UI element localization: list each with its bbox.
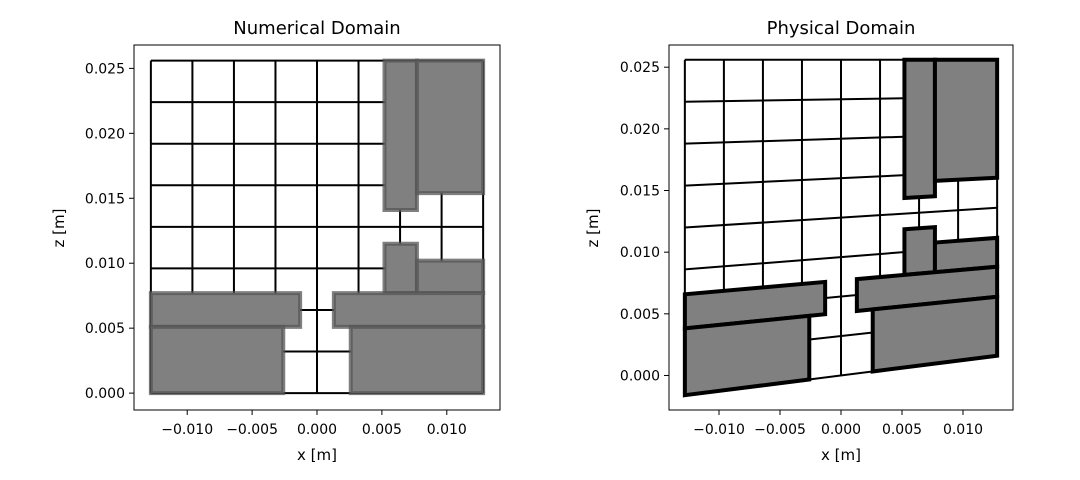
physical-domain-title: Physical Domain <box>767 18 916 39</box>
numerical-domain-frame <box>133 44 501 411</box>
physical-shaded-region <box>902 57 937 201</box>
numerical-y-tick-label: 0.005 <box>85 321 125 337</box>
numerical-y-tick-label: 0.020 <box>85 126 125 142</box>
physical-domain-plot-area: −0.010 −0.005 0.000 0.005 0.010 0.000 0.005 0.0… <box>620 57 1000 438</box>
numerical-domain-plot-area: −0.010 −0.005 0.000 0.005 0.010 0.000 0.005 0.0… <box>85 58 486 438</box>
numerical-shaded-region <box>148 324 286 396</box>
physical-y-tick-label: 0.005 <box>620 307 660 323</box>
numerical-shaded-region <box>382 58 419 212</box>
physical-y-tick-label: 0.010 <box>620 245 660 261</box>
numerical-domain-title: Numerical Domain <box>233 18 400 39</box>
physical-x-tick-label: −0.005 <box>754 422 806 438</box>
numerical-x-tick-label: 0.005 <box>362 422 402 438</box>
numerical-x-tick-label: −0.010 <box>161 422 213 438</box>
physical-domain-ylabel: z [m] <box>584 209 602 248</box>
physical-shaded-region <box>870 294 1000 374</box>
numerical-domain-ylabel: z [m] <box>50 209 68 248</box>
physical-grid-line-z <box>684 206 998 229</box>
numerical-shaded-region <box>414 58 486 196</box>
numerical-y-tick-label: 0.010 <box>85 256 125 272</box>
numerical-shaded-region <box>148 291 303 329</box>
numerical-shaded-region <box>382 241 419 296</box>
physical-domain-xlabel: x [m] <box>821 446 861 464</box>
physical-x-tick-label: −0.010 <box>693 422 745 438</box>
numerical-shaded-region <box>414 258 486 296</box>
physical-domain-panel: Physical Domain −0.010 −0.005 0.000 0.005 0.… <box>584 18 1014 464</box>
numerical-x-tick-label: 0.010 <box>427 422 467 438</box>
numerical-shaded-region <box>331 291 486 329</box>
physical-x-tick-label: 0.000 <box>821 422 861 438</box>
numerical-x-tick-label: 0.000 <box>297 422 337 438</box>
physical-x-tick-label: 0.005 <box>882 422 922 438</box>
numerical-shaded-region <box>348 324 486 396</box>
numerical-y-tick-label: 0.015 <box>85 191 125 207</box>
physical-shaded-region <box>902 224 937 278</box>
numerical-y-tick-label: 0.025 <box>85 61 125 77</box>
physical-y-tick-label: 0.015 <box>620 184 660 200</box>
numerical-domain-xlabel: x [m] <box>297 446 337 464</box>
numerical-domain-panel: Numerical Domain −0.010 −0.005 0.000 0.005 0… <box>50 18 501 464</box>
physical-domain-frame <box>668 44 1014 411</box>
physical-shaded-region <box>932 57 1000 183</box>
numerical-x-tick-label: −0.005 <box>226 422 278 438</box>
physical-y-tick-label: 0.020 <box>620 122 660 138</box>
physical-y-tick-label: 0.025 <box>620 60 660 76</box>
physical-y-tick-label: 0.000 <box>620 368 660 384</box>
physical-shaded-region <box>682 313 812 398</box>
physical-x-tick-label: 0.010 <box>943 422 983 438</box>
numerical-y-tick-label: 0.000 <box>85 386 125 402</box>
